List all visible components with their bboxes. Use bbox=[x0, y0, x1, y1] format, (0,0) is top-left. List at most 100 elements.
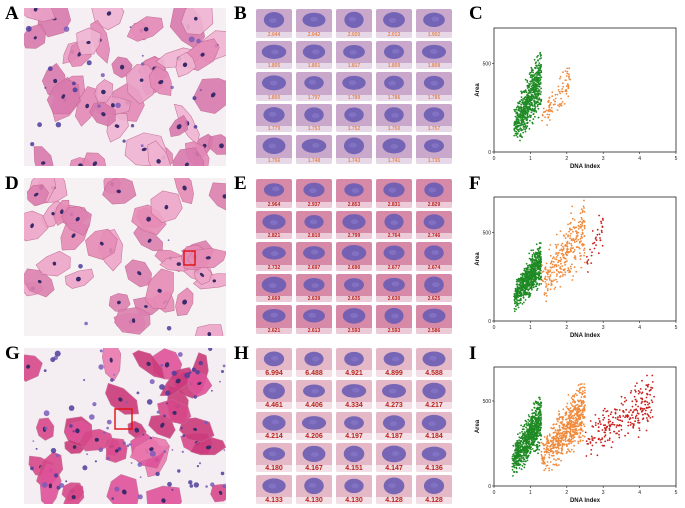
dna-index-value: 2.639 bbox=[296, 296, 332, 303]
data-point bbox=[558, 259, 560, 262]
cell bbox=[186, 248, 226, 269]
data-point bbox=[611, 421, 614, 424]
data-point bbox=[545, 448, 548, 451]
data-point bbox=[552, 280, 554, 283]
debris bbox=[99, 349, 103, 353]
data-point bbox=[589, 420, 592, 422]
data-point bbox=[524, 454, 527, 456]
data-point bbox=[538, 89, 541, 91]
data-point bbox=[522, 98, 525, 100]
data-point bbox=[533, 84, 535, 87]
nucleus-tile: 2.732 bbox=[256, 242, 292, 271]
nucleus bbox=[71, 495, 76, 500]
data-point bbox=[538, 73, 541, 76]
data-point bbox=[587, 259, 590, 261]
data-point bbox=[581, 211, 584, 214]
data-point bbox=[603, 427, 606, 429]
nucleus-image bbox=[342, 308, 366, 325]
data-point bbox=[524, 96, 527, 99]
data-point bbox=[571, 423, 574, 426]
data-point bbox=[525, 126, 528, 129]
data-point bbox=[574, 422, 577, 425]
data-point bbox=[520, 96, 523, 98]
data-point bbox=[533, 58, 536, 61]
debris bbox=[222, 364, 226, 368]
data-point bbox=[549, 434, 551, 437]
nucleus-tile: 4.128 bbox=[376, 475, 412, 504]
data-point bbox=[618, 433, 620, 436]
data-point bbox=[519, 124, 521, 127]
data-point bbox=[582, 439, 584, 442]
debris bbox=[114, 486, 120, 492]
data-point bbox=[555, 437, 558, 440]
nucleus-tile: 2.821 bbox=[256, 210, 292, 240]
data-point bbox=[551, 263, 554, 266]
nucleus-image bbox=[383, 245, 405, 261]
data-point bbox=[589, 441, 592, 443]
data-point bbox=[574, 430, 577, 432]
nucleus-image bbox=[261, 44, 287, 59]
data-point bbox=[529, 119, 531, 122]
data-point bbox=[527, 89, 530, 92]
data-point bbox=[516, 303, 519, 306]
data-point bbox=[558, 430, 560, 432]
data-point bbox=[534, 80, 537, 82]
data-point bbox=[605, 429, 607, 432]
data-point bbox=[573, 421, 575, 424]
data-point bbox=[517, 113, 519, 116]
data-point bbox=[580, 216, 583, 219]
data-point bbox=[531, 448, 534, 450]
data-point bbox=[517, 452, 520, 454]
data-point bbox=[531, 95, 534, 97]
debris bbox=[136, 391, 140, 395]
nucleus bbox=[118, 397, 123, 402]
data-point bbox=[583, 252, 586, 254]
cell bbox=[194, 324, 224, 336]
data-point bbox=[512, 444, 515, 447]
data-point bbox=[553, 279, 555, 281]
data-point bbox=[562, 253, 565, 256]
data-point bbox=[536, 95, 539, 97]
data-point bbox=[557, 437, 560, 440]
nucleus-image bbox=[341, 245, 367, 261]
nucleus bbox=[146, 216, 152, 222]
data-point bbox=[552, 454, 555, 457]
data-point bbox=[567, 267, 570, 270]
data-point bbox=[529, 72, 532, 74]
debris bbox=[37, 122, 42, 128]
data-point bbox=[634, 415, 637, 418]
cell bbox=[35, 250, 71, 277]
debris bbox=[181, 450, 184, 453]
data-point bbox=[524, 116, 527, 119]
nucleus-tile: 2.799 bbox=[336, 210, 372, 240]
data-point bbox=[537, 54, 539, 57]
nucleus-tile: 4.128 bbox=[416, 475, 452, 504]
debris bbox=[106, 426, 109, 430]
data-point bbox=[542, 280, 544, 283]
nucleus-tile: 2.639 bbox=[296, 273, 332, 303]
data-point bbox=[598, 417, 600, 420]
data-point bbox=[584, 389, 586, 392]
nucleus-tile: 2.630 bbox=[376, 273, 412, 303]
data-point bbox=[546, 289, 549, 292]
nucleus bbox=[52, 261, 57, 266]
data-point bbox=[517, 106, 520, 109]
data-point bbox=[565, 85, 568, 87]
x-tick-label: 2 bbox=[565, 490, 568, 496]
data-point bbox=[568, 415, 571, 418]
data-point bbox=[514, 444, 517, 446]
data-point bbox=[527, 116, 530, 118]
data-point bbox=[635, 414, 638, 417]
data-point bbox=[521, 274, 524, 277]
nucleus-image bbox=[342, 76, 366, 91]
data-point bbox=[582, 423, 585, 426]
data-point bbox=[559, 92, 562, 95]
data-point bbox=[543, 111, 546, 113]
data-point bbox=[564, 274, 566, 276]
data-point bbox=[533, 103, 536, 106]
data-point bbox=[538, 272, 540, 275]
data-point bbox=[515, 305, 517, 308]
data-point bbox=[521, 286, 524, 288]
data-point bbox=[634, 403, 637, 406]
nucleus-image bbox=[301, 415, 327, 430]
